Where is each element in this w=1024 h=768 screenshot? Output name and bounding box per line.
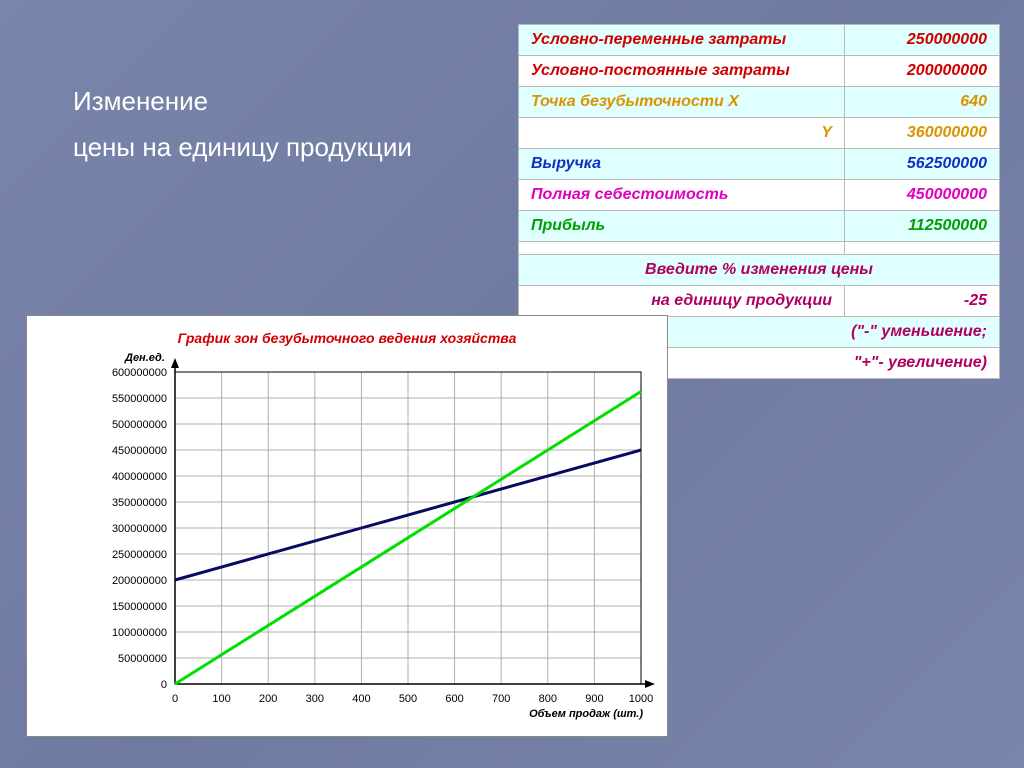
svg-text:600000000: 600000000	[112, 367, 167, 379]
table-row: Введите % изменения цены	[519, 255, 1000, 286]
svg-text:150000000: 150000000	[112, 601, 167, 613]
chart-xlabel: Объем продаж (шт.)	[529, 708, 643, 720]
table-cell-value: -25	[845, 286, 1000, 317]
svg-text:250000000: 250000000	[112, 549, 167, 561]
svg-text:0: 0	[161, 679, 167, 691]
svg-text:300: 300	[306, 693, 324, 705]
table-cell-value: 250000000	[845, 25, 1000, 56]
table-cell-label: Выручка	[519, 149, 845, 180]
table-row: Y360000000	[519, 118, 1000, 149]
svg-text:600: 600	[445, 693, 463, 705]
svg-text:400: 400	[352, 693, 370, 705]
svg-text:200000000: 200000000	[112, 575, 167, 587]
table-cell-label: на единицу продукции	[519, 286, 845, 317]
table-row: Полная себестоимость450000000	[519, 180, 1000, 211]
svg-text:500000000: 500000000	[112, 419, 167, 431]
svg-text:200: 200	[259, 693, 277, 705]
table-row	[519, 242, 1000, 255]
table-cell-label: Условно-постоянные затраты	[519, 56, 845, 87]
table-cell-value: 640	[845, 87, 1000, 118]
svg-text:500: 500	[399, 693, 417, 705]
table-cell-value: 562500000	[845, 149, 1000, 180]
table-cell-label: Точка безубыточности X	[519, 87, 845, 118]
table-cell-label: Полная себестоимость	[519, 180, 845, 211]
svg-text:50000000: 50000000	[118, 653, 167, 665]
table-cell-label: Условно-переменные затраты	[519, 25, 845, 56]
svg-text:400000000: 400000000	[112, 471, 167, 483]
table-row: на единицу продукции-25	[519, 286, 1000, 317]
svg-text:550000000: 550000000	[112, 393, 167, 405]
table-row: Точка безубыточности X640	[519, 87, 1000, 118]
table-row: Условно-переменные затраты250000000	[519, 25, 1000, 56]
svg-text:0: 0	[172, 693, 178, 705]
svg-text:900: 900	[585, 693, 603, 705]
table-cell-value: 360000000	[845, 118, 1000, 149]
title-line-2: цены на единицу продукции	[73, 124, 412, 170]
table-row: Прибыль112500000	[519, 211, 1000, 242]
table-cell: Введите % изменения цены	[519, 255, 1000, 286]
svg-text:300000000: 300000000	[112, 523, 167, 535]
chart-svg: 0 100 200 300 400 500 600 700 800 900 1000 0 5000000…	[27, 316, 667, 736]
svg-text:100000000: 100000000	[112, 627, 167, 639]
chart-ylabel: Ден.ед.	[125, 352, 165, 364]
slide-title: Изменение цены на единицу продукции	[73, 78, 412, 170]
table-cell-label: Прибыль	[519, 211, 845, 242]
svg-text:800: 800	[539, 693, 557, 705]
breakeven-chart: График зон безубыточного ведения хозяйст…	[26, 315, 668, 737]
table-cell-value: 200000000	[845, 56, 1000, 87]
svg-text:100: 100	[212, 693, 230, 705]
table-row: Выручка562500000	[519, 149, 1000, 180]
table-cell-value: 450000000	[845, 180, 1000, 211]
svg-text:350000000: 350000000	[112, 497, 167, 509]
svg-text:1000: 1000	[629, 693, 653, 705]
chart-title: График зон безубыточного ведения хозяйст…	[27, 330, 667, 346]
table-cell-label: Y	[519, 118, 845, 149]
table-cell-label	[519, 242, 845, 255]
svg-text:700: 700	[492, 693, 510, 705]
table-cell-value	[845, 242, 1000, 255]
title-line-1: Изменение	[73, 78, 412, 124]
table-row: Условно-постоянные затраты200000000	[519, 56, 1000, 87]
table-cell-value: 112500000	[845, 211, 1000, 242]
svg-text:450000000: 450000000	[112, 445, 167, 457]
